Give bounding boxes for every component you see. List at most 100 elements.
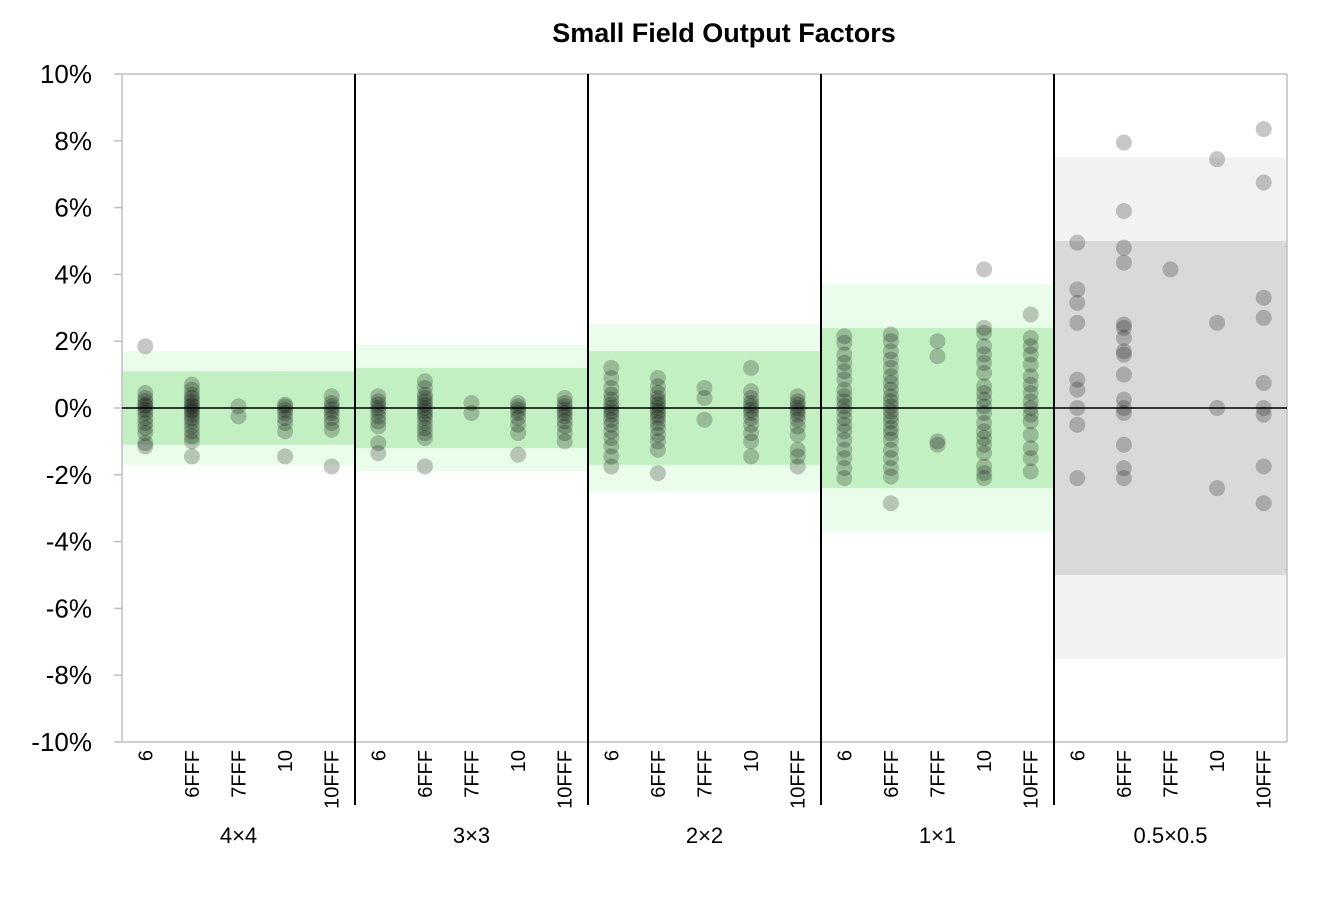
data-point <box>416 393 433 410</box>
data-point <box>976 319 993 336</box>
energy-tick-label: 10FFF <box>322 750 344 809</box>
data-point <box>370 408 387 425</box>
data-point <box>183 410 200 427</box>
data-point <box>976 470 993 487</box>
axis-labels: -10% -8% -6% -4% -2% 0% 2% 4% 6% 8% 10% 6 6FFF 7FFF 10… <box>31 59 1275 848</box>
data-point <box>1209 314 1226 331</box>
data-point <box>976 324 993 341</box>
data-point <box>1022 346 1039 363</box>
data-point <box>929 333 946 350</box>
data-point <box>323 398 340 415</box>
data-point <box>649 396 666 413</box>
energy-tick-label: 6FFF <box>1114 750 1136 798</box>
data-point <box>277 396 294 413</box>
data-point <box>976 338 993 355</box>
data-point <box>137 401 154 418</box>
data-point <box>882 403 899 420</box>
data-point <box>137 410 154 427</box>
data-point <box>976 415 993 432</box>
data-point <box>183 428 200 445</box>
data-point <box>603 438 620 455</box>
data-point <box>556 433 573 450</box>
data-point <box>649 384 666 401</box>
data-point <box>743 405 760 422</box>
data-point <box>1115 254 1132 271</box>
data-point <box>370 388 387 405</box>
energy-tick-label: 7FFF <box>1161 750 1183 798</box>
data-point <box>743 401 760 418</box>
energy-tick-label: 6 <box>368 750 390 761</box>
data-point <box>649 410 666 427</box>
data-point <box>743 410 760 427</box>
data-point <box>976 430 993 447</box>
axes <box>114 73 1288 805</box>
data-point <box>510 401 527 418</box>
data-point <box>1022 368 1039 385</box>
data-point <box>1069 416 1086 433</box>
data-point <box>1255 374 1272 391</box>
data-point <box>416 406 433 423</box>
data-point <box>603 411 620 428</box>
data-point <box>510 425 527 442</box>
data-point <box>137 396 154 413</box>
data-point <box>137 393 154 410</box>
data-point <box>370 445 387 462</box>
data-point <box>1255 289 1272 306</box>
data-point <box>556 425 573 442</box>
data-point <box>1115 400 1132 416</box>
data-point <box>1209 400 1226 416</box>
data-point <box>1115 329 1132 346</box>
data-point <box>1022 463 1039 480</box>
data-point <box>510 446 527 463</box>
data-point <box>137 405 154 422</box>
data-point <box>603 391 620 408</box>
data-point <box>230 408 247 425</box>
data-point <box>137 384 154 401</box>
data-point <box>556 418 573 435</box>
data-point <box>976 445 993 462</box>
energy-tick-label: 10FFF <box>788 750 810 809</box>
data-point <box>836 416 853 433</box>
data-point <box>416 430 433 447</box>
energy-tick-label: 10 <box>741 750 763 772</box>
energy-tick-label: 7FFF <box>928 750 950 798</box>
data-point <box>277 448 294 465</box>
data-point <box>743 398 760 415</box>
energy-tick-label: 10 <box>275 750 297 772</box>
data-point <box>277 410 294 427</box>
data-point <box>1255 406 1272 423</box>
data-point <box>603 396 620 413</box>
data-point <box>836 410 853 427</box>
data-point <box>882 441 899 458</box>
data-point <box>882 408 899 425</box>
data-point <box>789 418 806 435</box>
data-point <box>556 413 573 430</box>
data-point <box>976 398 993 415</box>
data-point <box>882 381 899 398</box>
data-point <box>789 393 806 410</box>
data-point <box>1022 376 1039 393</box>
data-point <box>1022 306 1039 323</box>
data-point <box>976 364 993 381</box>
data-point <box>1255 309 1272 326</box>
data-point <box>1255 400 1272 416</box>
data-point <box>882 425 899 442</box>
data-point <box>649 400 666 416</box>
data-point <box>1022 384 1039 401</box>
data-point <box>510 416 527 433</box>
data-point <box>1115 202 1132 219</box>
data-point <box>603 379 620 396</box>
data-point <box>416 415 433 432</box>
data-point <box>183 401 200 418</box>
data-point <box>743 433 760 450</box>
data-point <box>1115 239 1132 256</box>
data-point <box>603 386 620 403</box>
data-point <box>556 408 573 425</box>
data-point <box>882 450 899 467</box>
data-point <box>836 403 853 420</box>
data-point <box>370 418 387 435</box>
data-points <box>137 121 1272 512</box>
data-point <box>882 420 899 437</box>
data-point <box>137 420 154 437</box>
energy-tick-label: 6FFF <box>881 750 903 798</box>
